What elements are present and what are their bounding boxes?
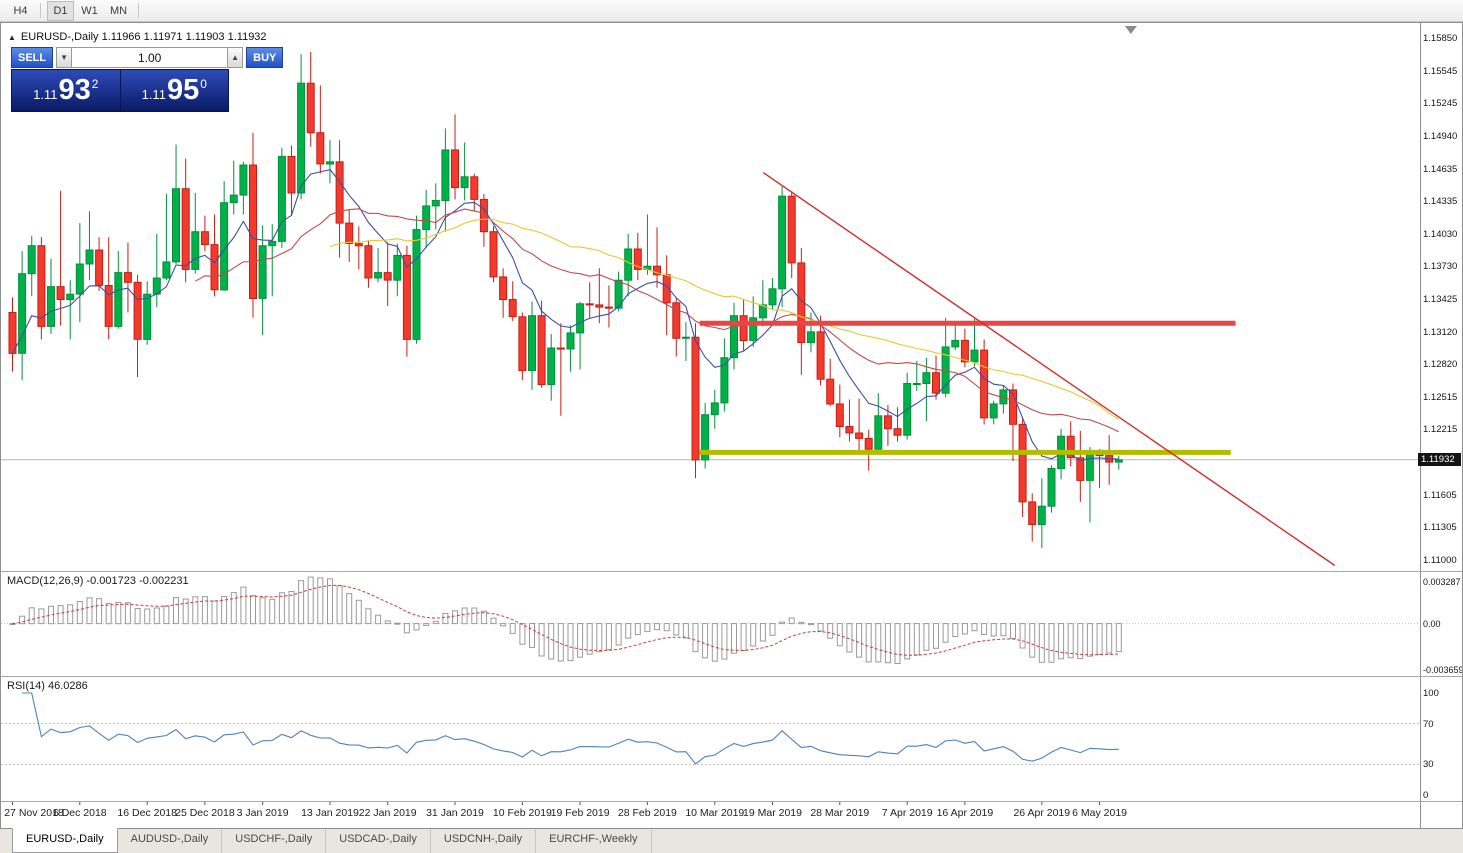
price-scale-label: 1.14940 — [1423, 131, 1458, 142]
price-scale-label: 1.15850 — [1423, 33, 1458, 44]
scale-corner — [1420, 802, 1462, 828]
price-scale-label: 1.13120 — [1423, 327, 1458, 338]
volume-field: ▼ ▲ — [56, 47, 244, 68]
ask-prefix: 1.11 — [141, 87, 166, 102]
ask-big-digits: 95 — [166, 74, 200, 106]
macd-pane: 0.003287 0.00 -0.003659 MACD(12,26,9) -0.0… — [1, 572, 1462, 676]
rsi-canvas[interactable] — [1, 677, 1420, 801]
main-price-scale[interactable]: 1.15850 1.15545 1.15245 1.14940 1.14635 1.143… — [1420, 23, 1462, 571]
rsi-scale-label: 100 — [1423, 688, 1439, 699]
svg-text:6 May 2019: 6 May 2019 — [1072, 807, 1127, 819]
one-click-trading-panel: SELL ▼ ▲ BUY 1.11 93 2 1.11 — [11, 47, 284, 112]
main-chart-canvas[interactable] — [1, 23, 1420, 571]
current-price-badge: 1.11932 — [1418, 453, 1461, 466]
macd-canvas[interactable] — [1, 572, 1420, 676]
timeframe-button-mn[interactable]: MN — [109, 4, 128, 17]
svg-text:10 Mar 2019: 10 Mar 2019 — [685, 807, 744, 819]
price-scale-label: 1.13730 — [1423, 261, 1458, 272]
svg-text:7 Apr 2019: 7 Apr 2019 — [882, 807, 933, 819]
one-click-order-row: SELL ▼ ▲ BUY — [11, 47, 284, 68]
svg-text:19 Mar 2019: 19 Mar 2019 — [743, 807, 802, 819]
volume-decrease-icon[interactable]: ▼ — [56, 47, 73, 68]
chart-tab-usdcad-daily[interactable]: USDCAD-,Daily — [326, 829, 431, 853]
chart-tab-eurchf-weekly[interactable]: EURCHF-,Weekly — [536, 829, 652, 853]
svg-text:22 Jan 2019: 22 Jan 2019 — [359, 807, 417, 819]
price-scale-label: 1.11000 — [1423, 555, 1457, 566]
pane-divider[interactable] — [1, 676, 1462, 677]
chart-ohlc-title: EURUSD-,Daily 1.11966 1.11971 1.11903 1.… — [20, 31, 267, 43]
timeframe-button-w1[interactable]: W1 — [81, 4, 98, 17]
timeframe-button-h4[interactable]: H4 — [13, 4, 28, 17]
macd-scale-label: 0.003287 — [1423, 577, 1461, 587]
price-scale-label: 1.14030 — [1423, 229, 1458, 240]
pane-divider[interactable] — [1, 801, 1462, 802]
bid-price-display: 1.11 93 2 — [12, 70, 121, 111]
volume-input[interactable] — [72, 47, 228, 68]
price-scale-label: 1.14335 — [1423, 196, 1458, 207]
rsi-scale[interactable]: 100 70 30 0 — [1420, 677, 1462, 801]
svg-text:31 Jan 2019: 31 Jan 2019 — [426, 807, 484, 819]
svg-text:28 Mar 2019: 28 Mar 2019 — [810, 807, 869, 819]
timeframe-button-d1[interactable]: D1 — [47, 0, 74, 21]
bid-big-digits: 93 — [58, 74, 91, 106]
rsi-pane: 100 70 30 0 RSI(14) 46.0286 — [1, 677, 1462, 801]
chart-title-overlay: ▲ EURUSD-,Daily 1.11966 1.11971 1.11903 … — [8, 31, 267, 43]
timeframe-toolbar: H4 D1 W1 MN — [0, 0, 1463, 22]
svg-text:16 Apr 2019: 16 Apr 2019 — [937, 807, 994, 819]
buy-button[interactable]: BUY — [246, 47, 284, 68]
price-scale-label: 1.14635 — [1423, 164, 1458, 175]
svg-text:3 Jan 2019: 3 Jan 2019 — [237, 807, 289, 819]
rsi-label: RSI(14) 46.0286 — [7, 680, 88, 692]
sell-button[interactable]: SELL — [11, 47, 54, 68]
rsi-scale-label: 70 — [1423, 719, 1434, 730]
chart-tab-eurusd-daily[interactable]: EURUSD-,Daily — [12, 828, 118, 853]
svg-text:26 Apr 2019: 26 Apr 2019 — [1013, 807, 1070, 819]
svg-text:13 Jan 2019: 13 Jan 2019 — [301, 807, 359, 819]
chart-tab-usdcnh-daily[interactable]: USDCNH-,Daily — [431, 829, 537, 853]
svg-text:25 Dec 2018: 25 Dec 2018 — [175, 807, 235, 819]
svg-text:6 Dec 2018: 6 Dec 2018 — [53, 807, 107, 819]
price-scale-label: 1.12515 — [1423, 392, 1458, 403]
svg-text:10 Feb 2019: 10 Feb 2019 — [493, 807, 552, 819]
price-scale-label: 1.12820 — [1423, 359, 1458, 370]
volume-increase-icon[interactable]: ▲ — [227, 47, 244, 68]
svg-text:16 Dec 2018: 16 Dec 2018 — [117, 807, 177, 819]
price-scale-label: 1.12215 — [1423, 424, 1458, 435]
bid-pipette: 2 — [91, 77, 99, 91]
price-scale-label: 1.15545 — [1423, 66, 1458, 77]
date-axis[interactable]: 27 Nov 2018 6 Dec 2018 16 Dec 2018 25 Dec 2… — [1, 802, 1462, 828]
price-scale-label: 1.11605 — [1423, 490, 1457, 501]
quote-display: 1.11 93 2 1.11 95 0 — [11, 69, 229, 112]
chart-tab-audusd-daily[interactable]: AUDUSD-,Daily — [118, 829, 223, 853]
collapse-one-click-icon[interactable]: ▲ — [8, 32, 16, 42]
rsi-scale-label: 30 — [1423, 759, 1434, 770]
macd-scale-label: -0.003659 — [1423, 665, 1462, 675]
bid-prefix: 1.11 — [33, 87, 58, 102]
chart-shift-marker-icon[interactable] — [1124, 26, 1137, 34]
svg-text:28 Feb 2019: 28 Feb 2019 — [618, 807, 677, 819]
macd-scale[interactable]: 0.003287 0.00 -0.003659 — [1420, 572, 1462, 676]
svg-text:27 Nov 2018: 27 Nov 2018 — [4, 807, 64, 819]
pane-divider[interactable] — [1, 571, 1462, 572]
main-chart-pane: 1.15850 1.15545 1.15245 1.14940 1.14635 1.143… — [1, 23, 1462, 571]
macd-scale-label: 0.00 — [1423, 619, 1441, 629]
chart-tab-usdchf-daily[interactable]: USDCHF-,Daily — [222, 829, 327, 853]
ask-pipette: 0 — [200, 77, 207, 91]
chart-window: 1.15850 1.15545 1.15245 1.14940 1.14635 1.143… — [0, 22, 1463, 829]
price-scale-label: 1.15245 — [1423, 98, 1458, 109]
svg-text:19 Feb 2019: 19 Feb 2019 — [551, 807, 610, 819]
price-scale-label: 1.13425 — [1423, 294, 1458, 305]
ask-price-display: 1.11 95 0 — [121, 70, 229, 111]
rsi-scale-label: 0 — [1423, 790, 1429, 801]
toolbar-separator — [40, 3, 41, 18]
timeframe-button-group: H4 D1 W1 MN — [6, 0, 144, 21]
price-scale-label: 1.11305 — [1423, 522, 1457, 533]
macd-label: MACD(12,26,9) -0.001723 -0.002231 — [7, 575, 189, 587]
chart-tabs-bar: EURUSD-,Daily AUDUSD-,Daily USDCHF-,Daily U… — [0, 828, 1463, 853]
toolbar-separator — [138, 3, 139, 18]
